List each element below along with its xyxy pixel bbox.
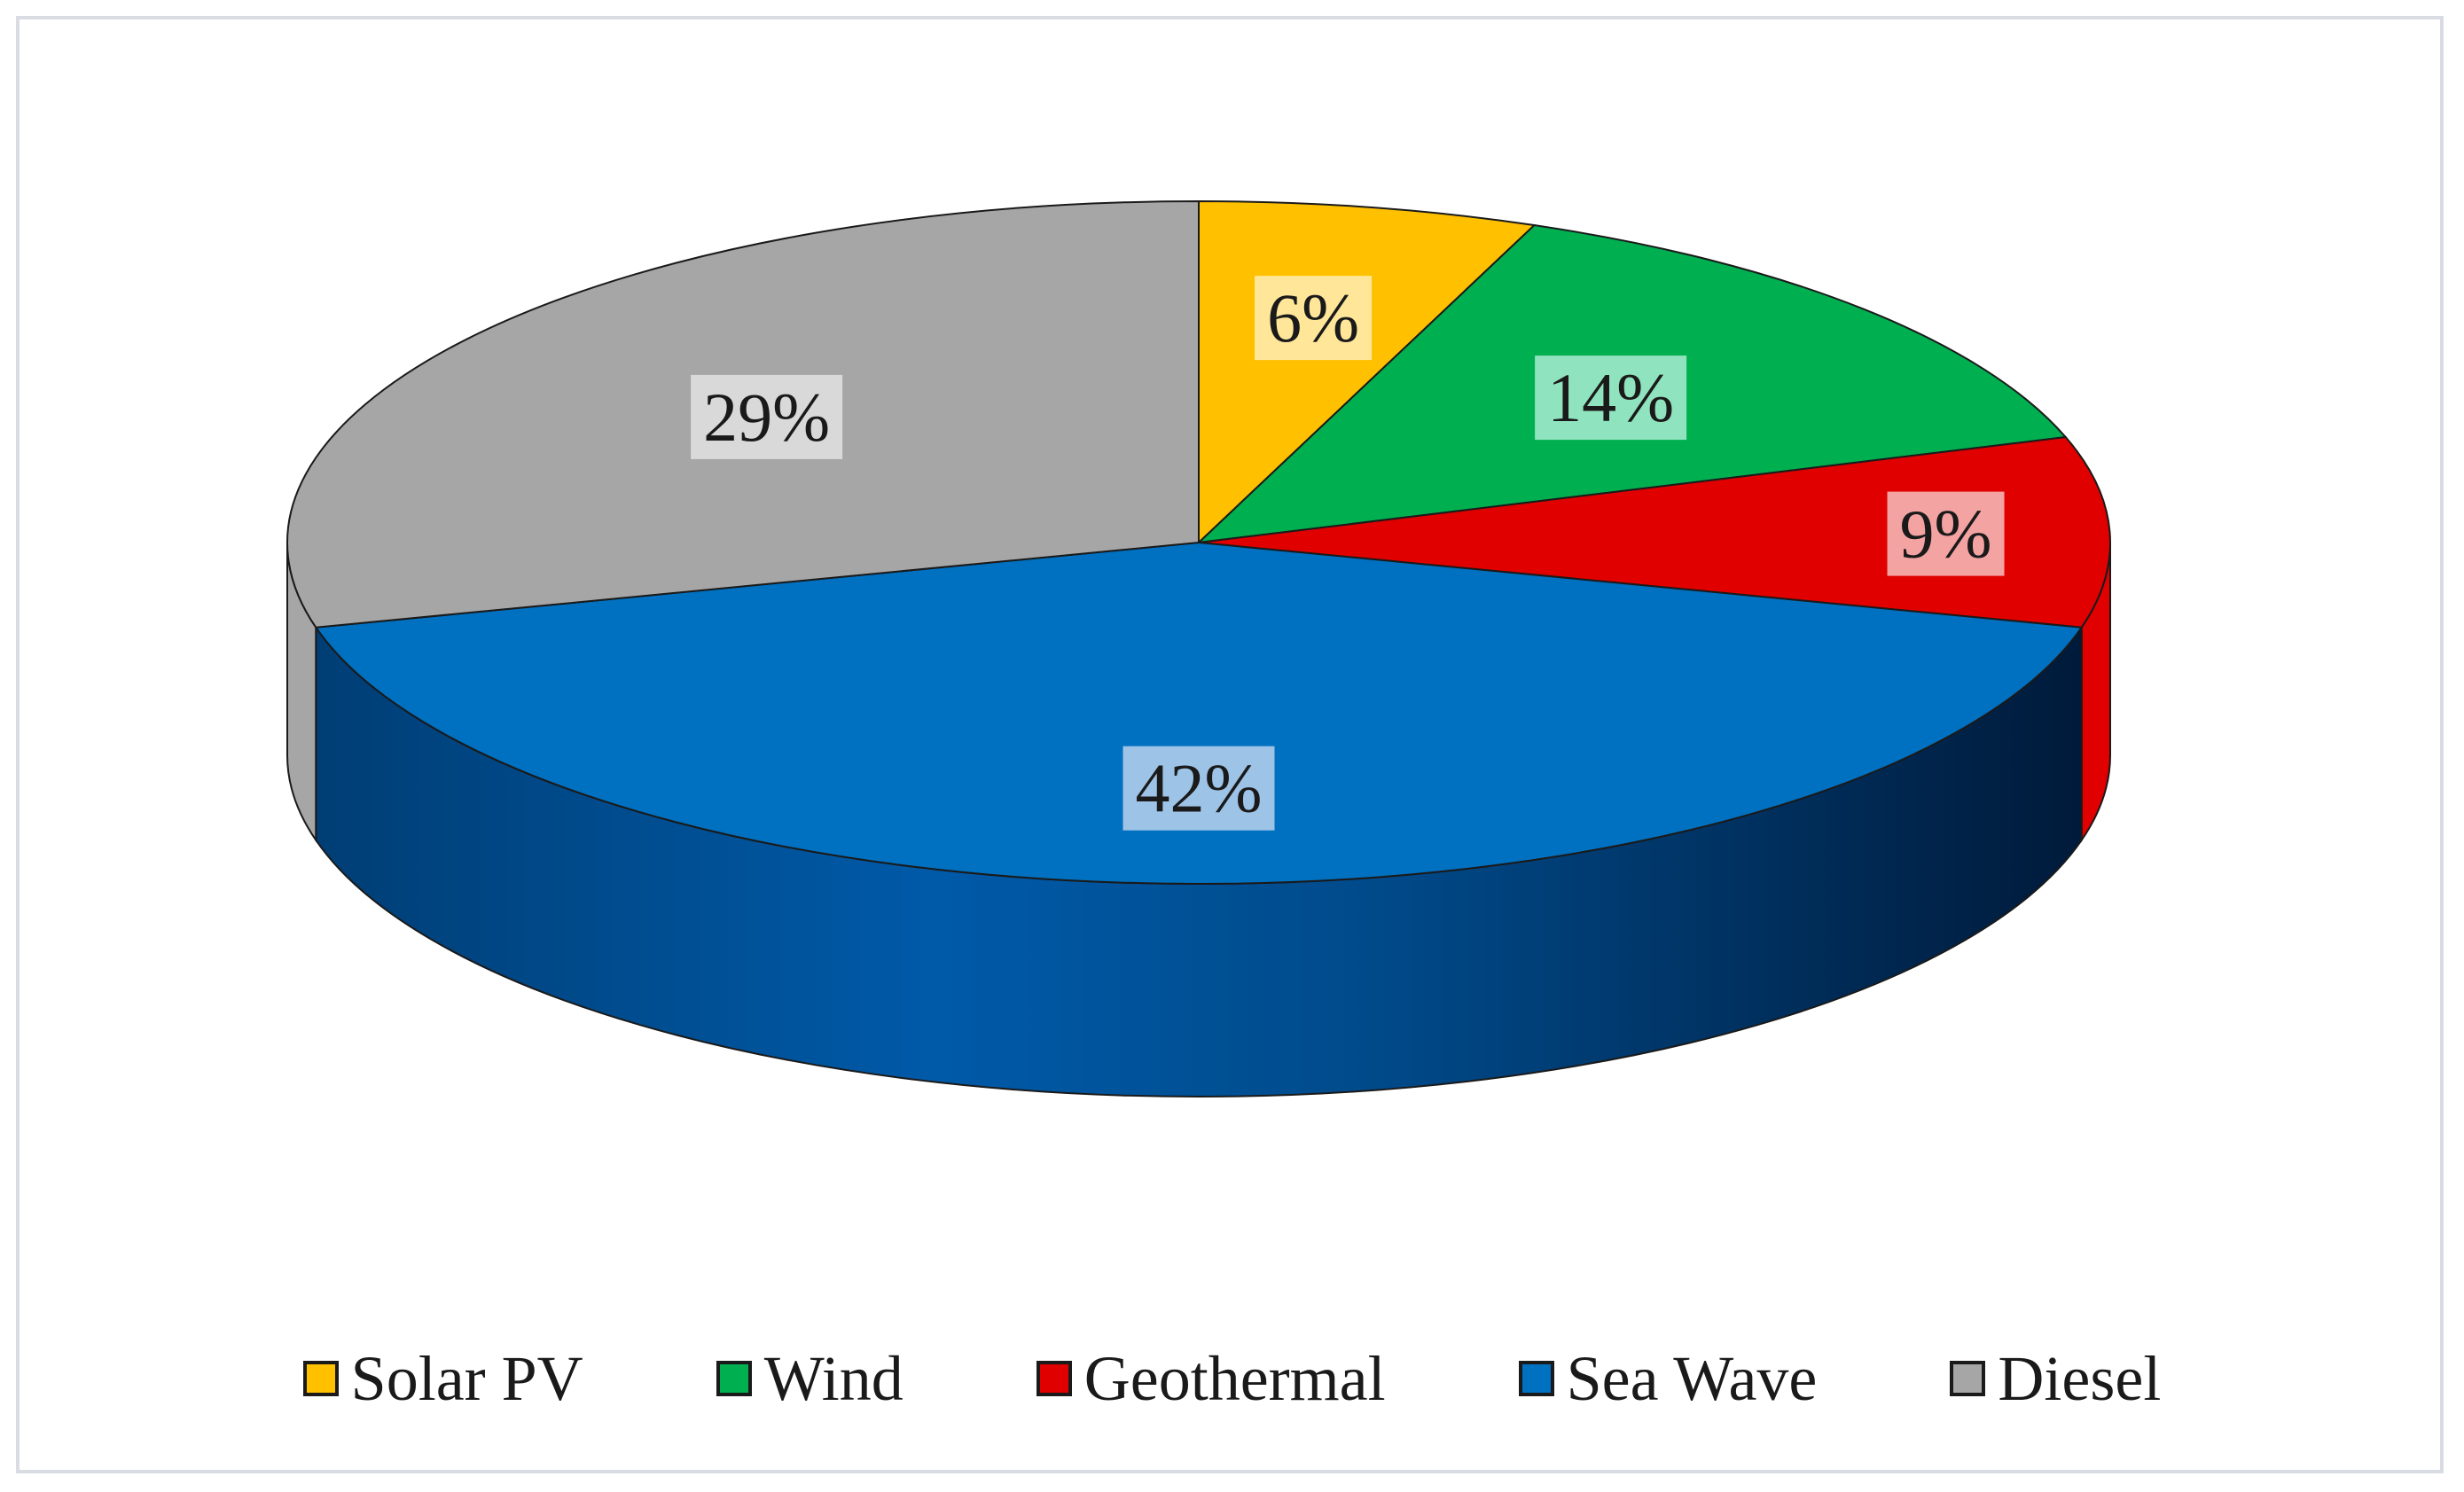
legend-swatch [1036,1361,1072,1396]
legend-label: Geothermal [1083,1342,1386,1414]
pie-slice-sea-wave [314,541,2084,885]
legend-item-geothermal: Geothermal [1036,1342,1386,1416]
legend-label: Solar PV [350,1342,583,1414]
legend-swatch [1518,1361,1554,1396]
legend-swatch [302,1361,339,1396]
data-label-text: 6% [1267,279,1359,356]
legend-label: Sea Wave [1566,1342,1818,1414]
legend-swatch [1950,1361,1986,1396]
legend-item-wind: Wind [716,1342,903,1416]
data-label-box [691,374,843,459]
legend-label: Wind [763,1342,903,1414]
data-label-text: 9% [1900,496,1992,573]
data-label-box [1255,276,1373,361]
data-label-wind: 14% [1535,355,1687,441]
data-label-diesel: 29% [691,374,843,459]
legend-item-diesel: Diesel [1950,1342,2161,1416]
data-label-text: 42% [1136,750,1263,827]
data-label-solar-pv: 6% [1255,276,1373,361]
legend: Solar PV Wind Geothermal Sea Wave Diesel [0,1334,2464,1423]
data-label-text: 14% [1547,359,1674,436]
data-label-box [1122,746,1275,831]
legend-swatch [716,1361,752,1396]
data-label-geothermal: 9% [1887,491,2005,576]
data-label-box [1887,491,2005,576]
legend-label: Diesel [1998,1342,2162,1414]
pie-slice-geothermal [1198,435,2111,629]
data-label-box [1535,355,1687,441]
legend-item-sea-wave: Sea Wave [1518,1342,1818,1416]
legend-item-solar-pv: Solar PV [302,1342,583,1416]
data-label-text: 29% [703,379,830,456]
data-label-sea-wave: 42% [1122,746,1275,831]
